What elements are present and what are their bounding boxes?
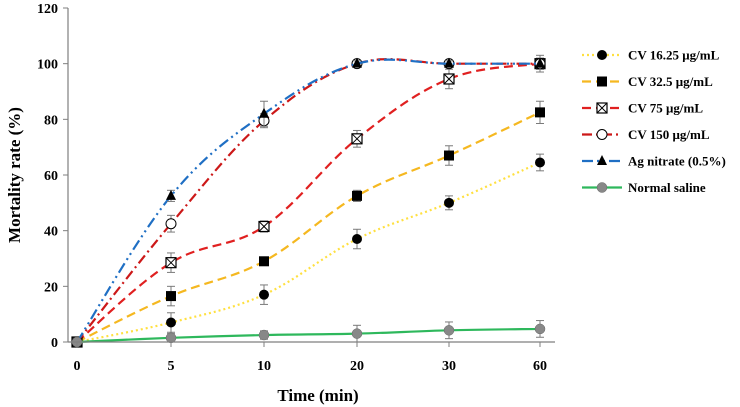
data-point bbox=[259, 256, 269, 267]
data-point bbox=[444, 57, 454, 68]
data-point bbox=[166, 317, 176, 328]
data-point bbox=[258, 329, 270, 341]
x-tick-label: 10 bbox=[257, 359, 271, 374]
data-point bbox=[259, 107, 269, 118]
data-point bbox=[535, 57, 545, 68]
legend-entry-1: CV 32.5 μg/mL bbox=[582, 74, 713, 89]
y-tick-label: 40 bbox=[44, 225, 58, 240]
y-axis-label: Mortality rate (%) bbox=[5, 107, 24, 243]
data-point bbox=[165, 332, 177, 344]
y-tick-label: 20 bbox=[44, 280, 58, 295]
y-tick-label: 100 bbox=[37, 58, 58, 73]
legend-entry-4: Ag nitrate (0.5%) bbox=[582, 154, 726, 169]
data-point bbox=[165, 257, 177, 269]
series-line bbox=[76, 58, 540, 343]
legend-marker bbox=[597, 76, 607, 87]
legend-label: CV 150 μg/mL bbox=[628, 127, 710, 142]
y-tick-label: 80 bbox=[44, 113, 58, 128]
data-point bbox=[535, 157, 545, 168]
data-point bbox=[352, 234, 362, 245]
data-point bbox=[444, 150, 454, 161]
series-1 bbox=[72, 100, 545, 347]
data-point bbox=[534, 323, 546, 335]
data-point bbox=[444, 197, 454, 208]
data-point bbox=[443, 325, 455, 336]
y-tick-label: 120 bbox=[37, 2, 58, 17]
series-5 bbox=[71, 320, 546, 348]
data-point bbox=[352, 190, 362, 201]
legend-marker bbox=[597, 155, 607, 165]
series-0 bbox=[72, 153, 545, 347]
y-tick-label: 0 bbox=[51, 336, 58, 351]
legend-label: CV 32.5 μg/mL bbox=[628, 74, 713, 89]
data-point bbox=[166, 291, 176, 302]
series-line bbox=[76, 111, 541, 343]
data-point bbox=[166, 189, 176, 200]
legend-marker bbox=[597, 50, 607, 60]
marker-cross bbox=[258, 221, 270, 232]
data-point bbox=[165, 218, 177, 230]
legend: CV 16.25 μg/mL CV 32.5 μg/mL CV 75 μg/mL CV… bbox=[582, 48, 726, 195]
series-2 bbox=[71, 57, 546, 348]
series-3 bbox=[71, 58, 546, 348]
data-point bbox=[443, 73, 455, 85]
marker-cross bbox=[596, 102, 608, 114]
y-tick-label: 60 bbox=[44, 169, 58, 184]
x-tick-label: 0 bbox=[74, 359, 81, 374]
series-line bbox=[76, 62, 541, 343]
legend-entry-0: CV 16.25 μg/mL bbox=[582, 48, 720, 63]
data-point bbox=[351, 133, 363, 145]
legend-label: CV 16.25 μg/mL bbox=[628, 48, 720, 63]
marker-cross bbox=[443, 73, 455, 85]
series-line bbox=[76, 161, 541, 344]
legend-label: CV 75 μg/mL bbox=[628, 101, 703, 116]
series-4 bbox=[72, 54, 545, 346]
series-line bbox=[76, 58, 540, 343]
legend-label: Normal saline bbox=[628, 180, 706, 195]
legend-entry-2: CV 75 μg/mL bbox=[582, 101, 703, 116]
series-layer bbox=[71, 54, 546, 348]
legend-marker bbox=[596, 102, 608, 114]
axes-layer: 0 20 40 60 80 100 120 0 5 10 20 30 60 bbox=[37, 2, 555, 374]
data-point bbox=[535, 107, 545, 118]
legend-marker bbox=[596, 182, 608, 193]
marker-cross bbox=[351, 133, 363, 145]
marker-cross bbox=[165, 257, 177, 269]
x-tick-label: 60 bbox=[533, 359, 547, 374]
data-point bbox=[352, 57, 362, 68]
legend-label: Ag nitrate (0.5%) bbox=[628, 154, 726, 169]
x-axis-label: Time (min) bbox=[277, 386, 358, 405]
legend-entry-5: Normal saline bbox=[582, 180, 706, 195]
series-line bbox=[76, 327, 541, 344]
data-point bbox=[259, 289, 269, 300]
data-point bbox=[258, 220, 270, 233]
legend-marker bbox=[596, 129, 608, 140]
x-tick-label: 30 bbox=[442, 359, 456, 374]
legend-entry-3: CV 150 μg/mL bbox=[582, 127, 710, 142]
data-point bbox=[351, 328, 363, 339]
x-tick-label: 20 bbox=[350, 359, 364, 374]
x-tick-label: 5 bbox=[168, 359, 175, 374]
